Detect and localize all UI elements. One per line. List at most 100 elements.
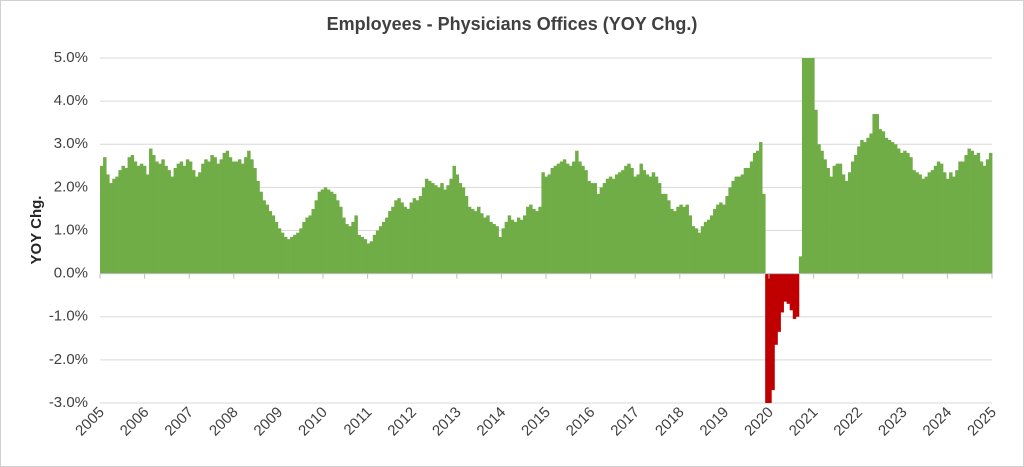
bar (204, 159, 208, 274)
bar (207, 161, 211, 274)
bar (636, 174, 640, 274)
bar (498, 236, 502, 274)
bar (958, 161, 962, 274)
bar (949, 172, 953, 274)
bar (694, 228, 699, 274)
bar (777, 273, 781, 332)
bar (863, 142, 867, 274)
bar (495, 226, 499, 274)
bar (483, 217, 487, 274)
x-axis (99, 273, 993, 279)
bar (241, 163, 245, 274)
bar (397, 198, 401, 274)
bar (605, 178, 610, 274)
bar (618, 172, 622, 274)
bar (421, 187, 426, 274)
bar (118, 170, 122, 274)
bar (409, 202, 414, 274)
bar (768, 273, 772, 404)
bar (624, 165, 628, 274)
bar (440, 183, 444, 274)
x-tick-label: 2011 (341, 404, 376, 439)
y-tick-labels: 5.0% 4.0% 3.0% 2.0% 1.0% 0.0% -1.0% -2.0% -3.0% (49, 49, 88, 411)
bar (691, 226, 696, 274)
bar (676, 206, 680, 274)
bar (685, 204, 689, 274)
bar (112, 178, 116, 274)
bar (985, 159, 990, 274)
bar (808, 58, 812, 274)
bar (130, 155, 135, 274)
bar (167, 170, 171, 274)
bar (722, 204, 726, 274)
bar (372, 234, 377, 274)
bar (697, 232, 702, 274)
bar (339, 206, 343, 274)
bar (961, 161, 965, 274)
bar (247, 150, 251, 274)
bar (988, 152, 993, 274)
bar (103, 157, 107, 274)
bar (633, 176, 637, 274)
bar (829, 176, 834, 274)
bar (673, 211, 677, 274)
bar (805, 58, 809, 274)
bar (765, 273, 769, 404)
bar (703, 221, 708, 274)
bar (492, 224, 496, 274)
bar (382, 221, 386, 274)
bar (467, 206, 472, 274)
bar (198, 172, 202, 274)
bar (621, 170, 625, 274)
bar (614, 174, 619, 274)
bar (127, 157, 132, 274)
bar (719, 202, 723, 274)
bar (222, 152, 227, 274)
bar (443, 189, 447, 274)
bar (817, 144, 821, 274)
x-tick-labels: 2005 2006 2007 2008 2009 2010 2011 2012 2013 2014… (72, 404, 1000, 440)
bar (627, 163, 631, 274)
bar (786, 273, 791, 304)
bar (878, 129, 883, 274)
bar (887, 139, 892, 274)
bar (271, 215, 276, 274)
x-tick-label: 2013 (429, 404, 465, 440)
bar (170, 176, 174, 274)
bar (191, 170, 196, 274)
bar (286, 239, 291, 274)
bar (967, 148, 971, 274)
bar (477, 206, 481, 274)
bar (473, 211, 478, 274)
bar (814, 109, 818, 274)
bar (250, 159, 254, 274)
bar (847, 172, 852, 274)
x-tick-label: 2021 (786, 404, 822, 440)
bar (660, 193, 665, 274)
bar (670, 208, 674, 274)
bar (360, 236, 365, 274)
bar (234, 161, 239, 274)
bar (725, 196, 729, 274)
bar (201, 163, 205, 274)
bar (237, 159, 242, 274)
bar (317, 191, 322, 274)
bar (893, 144, 898, 274)
bar (501, 228, 506, 274)
bar (933, 165, 938, 274)
bar (513, 221, 518, 274)
bar (930, 170, 935, 274)
bar (854, 155, 858, 274)
bar (369, 241, 374, 274)
bar (783, 273, 788, 302)
y-axis-label: YOY Chg. (28, 196, 45, 265)
bar (185, 159, 190, 274)
bar (320, 189, 325, 274)
bar (345, 224, 349, 274)
bar (654, 176, 659, 274)
bar (155, 161, 159, 274)
bar (283, 236, 288, 274)
bar (336, 200, 340, 274)
bar (231, 161, 236, 274)
bar (651, 172, 656, 274)
